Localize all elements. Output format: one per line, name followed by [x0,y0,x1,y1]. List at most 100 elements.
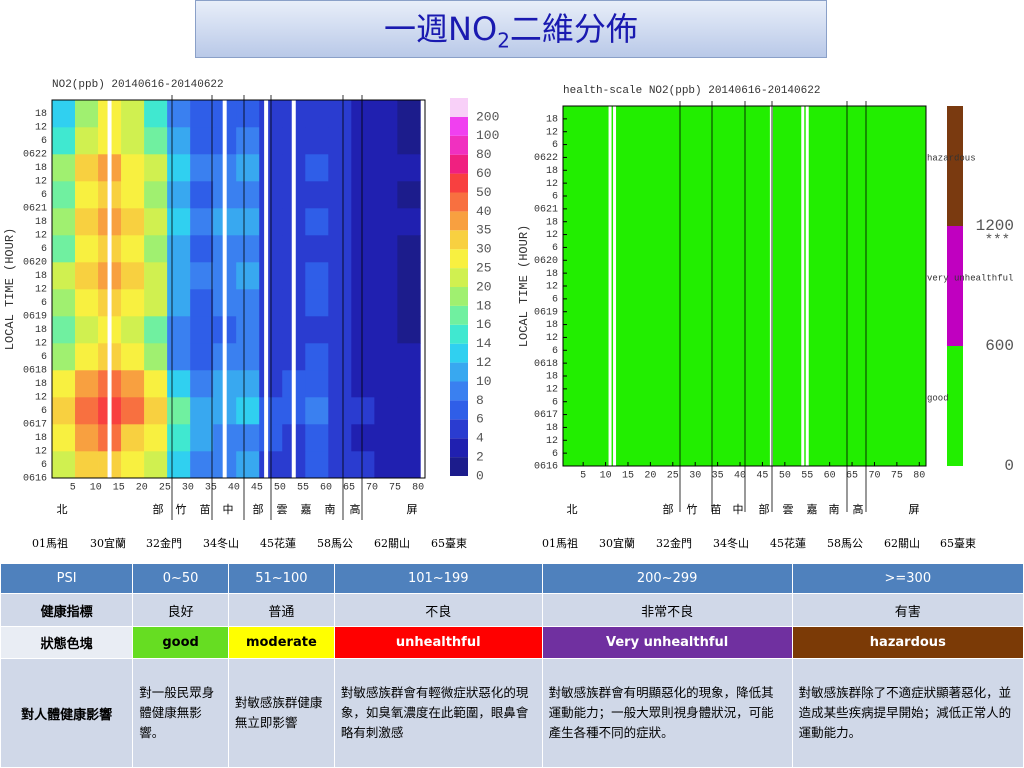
y-tick-label: 18 [35,109,47,120]
colorbar-label: 0 [476,468,484,483]
station-label: 45花蓮 [260,536,296,550]
x-tick-label: 55 [801,471,813,482]
heatmap-cell [351,127,375,155]
heatmap-cell [121,127,145,155]
heatmap-cell [397,208,421,236]
region-label: 屏 [909,503,920,516]
heatmap-cell [397,127,421,155]
heatmap-cell [397,289,421,317]
table-cell: 對敏感族群除了不適症狀顯著惡化，並造成某些疾病提早開始；減低正常人的運動能力。 [791,658,1024,768]
heatmap-cell [397,100,421,128]
colorbar-label: 4 [476,431,484,446]
y-tick-label: 0618 [23,366,47,377]
heatmap-cell [397,424,421,452]
colorbar-name: very unhealthful [927,273,1013,283]
heatmap-cell [144,235,168,263]
heatmap-cell [75,289,99,317]
y-tick-label: 0617 [534,410,558,421]
colorbar-block [450,324,468,344]
table-cell: good [132,626,229,659]
heatmap-cell [374,127,398,155]
table-cell: 對敏感族群會有輕微症狀惡化的現象，如臭氧濃度在此範圍，眼鼻會略有刺激感 [333,658,543,768]
y-tick-label: 12 [35,447,47,458]
x-tick-label: 25 [667,471,679,482]
colorbar-block [450,173,468,193]
heatmap-cell [236,343,260,371]
station-label: 32金門 [146,536,182,550]
y-tick-label: 6 [41,190,47,201]
heatmap-cell [397,154,421,182]
heatmap-cell [397,397,421,425]
table-cell: 對人體健康影響 [0,658,134,768]
region-label: 竹 [687,502,698,516]
heatmap-cell [374,397,398,425]
heatmap-cell [328,154,352,182]
heatmap-cell [121,424,145,452]
heatmap-cell [305,235,329,263]
region-label: 屏 [407,503,418,516]
x-tick-label: 65 [343,483,355,494]
heatmap-cell [236,208,260,236]
y-tick-label: 12 [546,333,558,344]
region-label: 北 [567,503,578,516]
heatmap-cell [167,397,191,425]
heatmap-cell [328,181,352,209]
y-tick-label: 6 [41,460,47,471]
heatmap-cell [236,100,260,128]
x-tick-label: 10 [90,483,102,494]
heatmap-cell [144,289,168,317]
station-label: 01馬祖 [32,536,68,550]
heatmap-cell [236,289,260,317]
x-tick-label: 55 [297,483,309,494]
heatmap-cell [167,154,191,182]
chart-title: health-scale NO2(ppb) 20140616-20140622 [563,85,820,97]
heatmap-cell [305,208,329,236]
region-label: 北 [57,503,68,516]
heatmap-cell [167,127,191,155]
region-label: 竹 [176,502,187,516]
heatmap-cell [374,181,398,209]
heatmap-cell [374,154,398,182]
table-cell: 有害 [791,593,1024,627]
heatmap-cell [52,127,76,155]
heatmap-cell [397,316,421,344]
heatmap-cell [190,127,214,155]
table-cell: Very unhealthful [541,626,793,659]
heatmap-cell [351,208,375,236]
heatmap-cell [144,451,168,479]
heatmap-cell [351,154,375,182]
heatmap-cell [167,235,191,263]
colorbar-label: 20 [476,279,492,294]
region-label: 苗 [200,503,211,516]
colorbar-label: 14 [476,336,492,351]
region-label: 雲 [783,503,794,516]
heatmap-cell [190,208,214,236]
heatmap-cell [351,451,375,479]
heatmap-cell [351,424,375,452]
colorbar-label: 16 [476,317,492,332]
psi-table: PSI 0~50 51~100 101~199 200~299 >=300 健康指標 良好 普通… [0,563,1024,768]
colorbar-label: 25 [476,261,492,276]
heatmap-cell [305,154,329,182]
x-tick-label: 80 [412,483,424,494]
heatmap-cell [351,100,375,128]
heatmap-cell [236,424,260,452]
region-label: 中 [223,503,234,516]
heatmap-cell [305,262,329,290]
table-row: 對人體健康影響 對一般民眾身體健康無影響。 對敏感族群健康無立即影響 對敏感族群會有輕… [0,658,1024,768]
station-label: 30宜蘭 [599,536,635,550]
x-tick-label: 80 [913,471,925,482]
station-label: 58馬公 [317,537,353,550]
x-tick-label: 65 [846,471,858,482]
heatmap-cell [328,127,352,155]
station-label: 32金門 [656,536,692,550]
colorbar-block [947,226,963,346]
heatmap-cell [167,451,191,479]
heatmap-cell [121,343,145,371]
station-label: 62關山 [374,537,410,550]
y-tick-label: 0620 [534,256,558,267]
heatmap-cell [236,316,260,344]
heatmap-cell [351,343,375,371]
heatmap-cell [167,289,191,317]
